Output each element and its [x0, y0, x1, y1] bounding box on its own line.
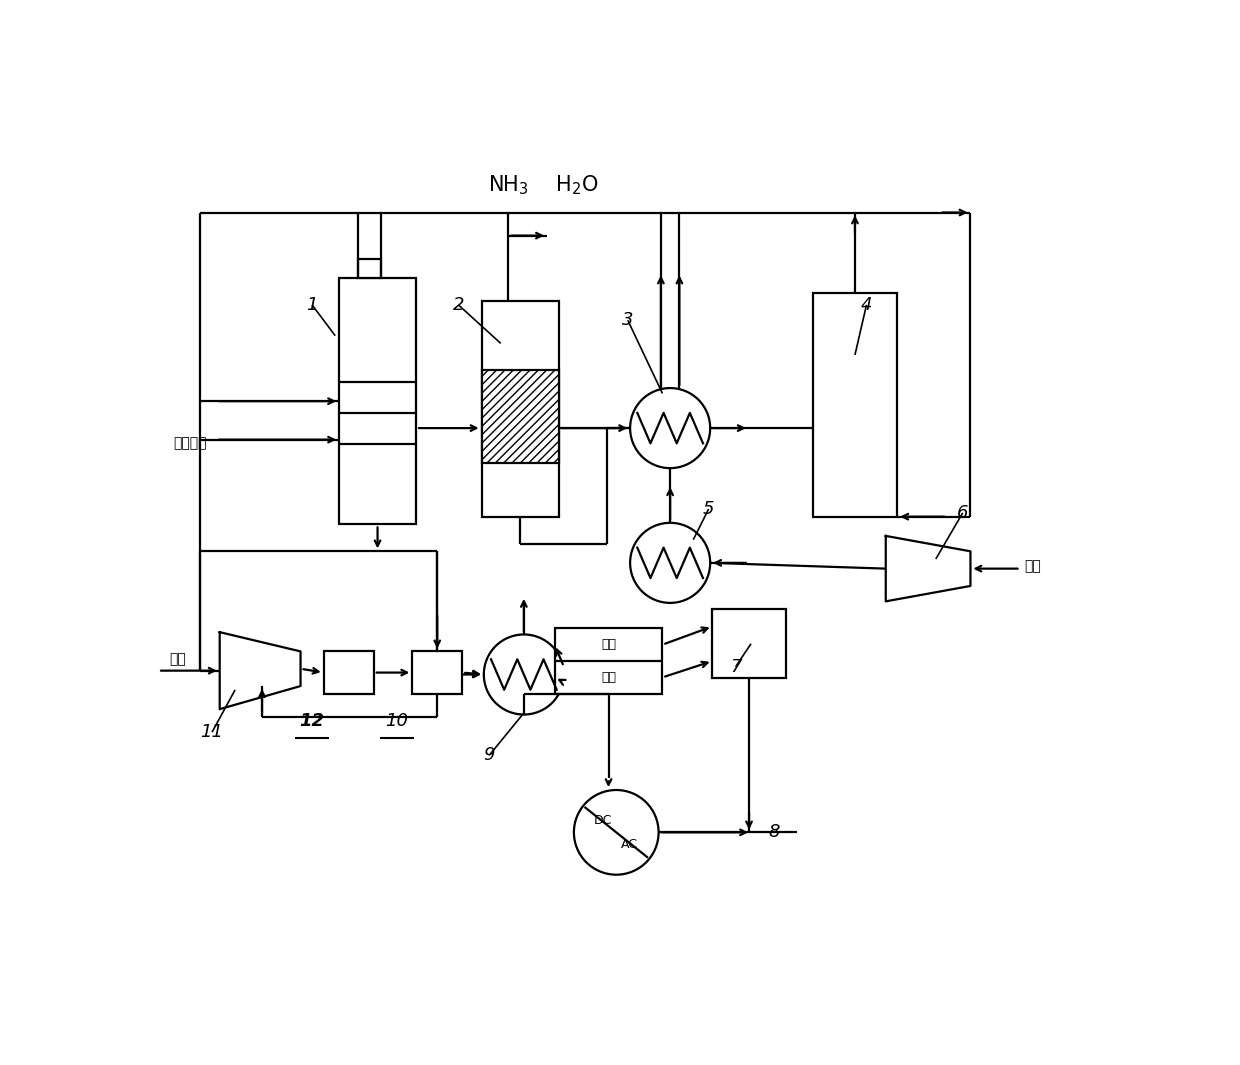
Text: 空气: 空气 [1024, 560, 1042, 574]
Text: 6: 6 [957, 504, 968, 522]
Text: 8: 8 [769, 823, 780, 841]
Text: 7: 7 [730, 658, 742, 676]
Text: 12: 12 [300, 711, 325, 730]
Text: 阳极: 阳极 [601, 638, 616, 651]
Bar [481, 301, 558, 517]
Text: DC: DC [594, 814, 611, 828]
Text: 流液污泥: 流液污泥 [174, 437, 207, 450]
Bar [339, 278, 417, 524]
Text: NH$_3$    H$_2$O: NH$_3$ H$_2$O [489, 174, 598, 197]
Bar [812, 293, 898, 517]
Text: 阴极: 阴极 [601, 671, 616, 684]
Text: 11: 11 [201, 723, 223, 741]
Bar [481, 371, 558, 463]
Text: 2: 2 [453, 296, 464, 314]
Bar [713, 609, 786, 678]
Bar [324, 652, 373, 693]
Bar [358, 259, 382, 278]
Bar [554, 628, 662, 693]
Bar [412, 652, 463, 693]
Text: 5: 5 [703, 499, 714, 518]
Text: AC: AC [621, 838, 639, 851]
Text: 1: 1 [306, 296, 317, 314]
Text: 10: 10 [386, 711, 408, 730]
Text: 決气: 決气 [170, 652, 186, 666]
Text: 9: 9 [484, 747, 495, 765]
Text: 4: 4 [861, 296, 872, 314]
Text: 3: 3 [622, 311, 634, 329]
